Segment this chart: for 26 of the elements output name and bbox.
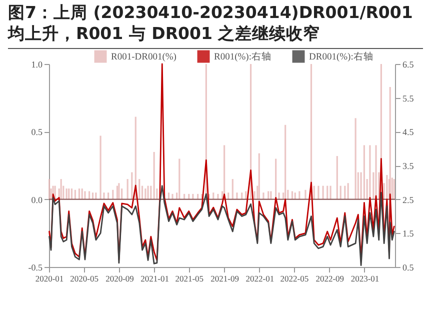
legend-label: R001-DR001(%) bbox=[111, 52, 176, 63]
x-tick-label: 2020-01 bbox=[35, 274, 64, 284]
x-tick-label: 2021-09 bbox=[210, 274, 239, 284]
y2-tick-label: 3.5 bbox=[402, 161, 414, 171]
y2-tick-label: 4.5 bbox=[402, 127, 414, 138]
y-tick-label: 0.5 bbox=[31, 127, 43, 138]
chart-title: 图7：上周 (20230410-20230414)DR001/R001 均上升，R001 与 DR001 之差继续收窄 bbox=[8, 2, 423, 49]
y2-tick-label: 6.5 bbox=[402, 60, 414, 70]
legend-label: DR001(%):右轴 bbox=[309, 50, 374, 63]
line-series bbox=[48, 63, 395, 261]
x-tick-label: 2022-09 bbox=[316, 274, 344, 284]
y2-tick-label: 2.5 bbox=[402, 194, 414, 205]
x-tick-label: 2022-05 bbox=[280, 274, 309, 284]
y2-tick-label: 5.5 bbox=[402, 93, 414, 104]
x-tick-label: 2023-01 bbox=[350, 274, 380, 284]
y-tick-label: 1.0 bbox=[31, 60, 43, 70]
y-tick-label: 0.0 bbox=[31, 194, 43, 205]
x-tick-label: 2020-05 bbox=[70, 274, 98, 284]
x-tick-label: 2021-01 bbox=[140, 274, 170, 284]
x-tick-label: 2021-05 bbox=[175, 274, 204, 284]
x-tick-label: 2020-09 bbox=[106, 274, 134, 284]
y-tick-label: -0.5 bbox=[28, 262, 43, 272]
x-tick-label: 2022-01 bbox=[246, 274, 274, 284]
y2-tick-label: 1.5 bbox=[402, 228, 414, 239]
legend-label: R001(%):右轴 bbox=[214, 50, 272, 63]
y2-tick-label: 0.5 bbox=[402, 262, 414, 272]
